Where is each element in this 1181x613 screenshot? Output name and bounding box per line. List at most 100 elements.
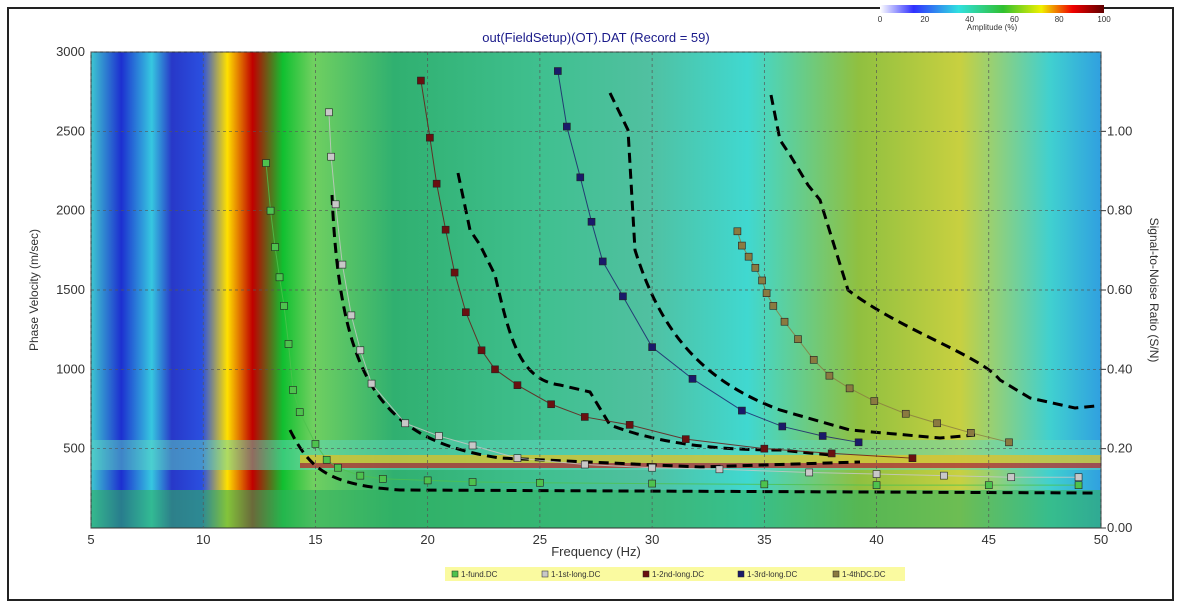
- point: [450, 268, 459, 277]
- colorbar: [880, 5, 1104, 13]
- point: [513, 454, 522, 462]
- legend-label: 1-fund.DC: [461, 570, 498, 579]
- point: [491, 365, 499, 374]
- dashed-curve: [769, 94, 1096, 410]
- point: [825, 371, 834, 380]
- point: [271, 243, 279, 251]
- point: [1005, 438, 1013, 447]
- point: [367, 379, 376, 388]
- point: [619, 292, 627, 301]
- y2-tick-label: 0.20: [1107, 441, 1132, 456]
- point: [311, 440, 320, 448]
- y2-tick-label: 1.00: [1107, 123, 1132, 138]
- y2-axis-label: Signal-to-Noise Ratio (S/N): [1147, 218, 1161, 363]
- colorbar-tick-label: 0: [878, 15, 883, 24]
- point: [580, 460, 589, 469]
- point: [325, 108, 333, 117]
- dashed-curve: [330, 194, 861, 469]
- point: [738, 241, 746, 250]
- legend-label: 1-1st-long.DC: [551, 570, 601, 579]
- colorbar-tick-label: 40: [965, 15, 974, 24]
- point: [347, 311, 356, 320]
- point: [872, 470, 881, 478]
- x-tick-label: 40: [869, 532, 883, 547]
- x-tick-label: 35: [757, 532, 771, 547]
- legend-swatch: [451, 570, 459, 578]
- y-tick-label: 2500: [56, 123, 85, 138]
- frame: [7, 7, 1174, 601]
- point: [322, 455, 331, 464]
- point: [266, 206, 275, 215]
- point: [441, 225, 450, 234]
- point: [280, 302, 288, 310]
- point: [625, 421, 634, 429]
- point: [648, 463, 656, 472]
- point: [468, 478, 477, 486]
- point: [805, 468, 814, 477]
- dashed-curve: [608, 92, 976, 440]
- legend-label: 1-3rd-long.DC: [747, 570, 797, 579]
- y2-tick-label: 0.00: [1107, 520, 1132, 535]
- point: [760, 444, 769, 453]
- point: [331, 200, 340, 209]
- series-line: [420, 80, 913, 459]
- colorbar-tick-label: 80: [1055, 15, 1064, 24]
- band: [91, 490, 1101, 528]
- point: [738, 406, 746, 415]
- point: [468, 441, 477, 450]
- y-tick-label: 1500: [56, 282, 85, 297]
- colorbar-label: Amplitude (%): [967, 23, 1018, 32]
- point: [908, 454, 917, 462]
- colorbar-tick-label: 60: [1010, 15, 1019, 24]
- point: [648, 479, 656, 488]
- point: [827, 449, 836, 458]
- point: [435, 432, 443, 440]
- point: [681, 435, 690, 443]
- point: [758, 276, 766, 285]
- x-tick-label: 45: [982, 532, 996, 547]
- point: [426, 133, 434, 142]
- series-line: [557, 70, 859, 443]
- point: [289, 386, 297, 394]
- point: [378, 475, 387, 483]
- point: [854, 438, 863, 447]
- legend: [445, 567, 905, 581]
- legend-swatch: [832, 570, 840, 578]
- point: [284, 340, 293, 348]
- y2-tick-label: 0.40: [1107, 361, 1132, 376]
- point: [984, 481, 993, 489]
- x-tick-label: 25: [533, 532, 547, 547]
- legend-swatch: [642, 570, 650, 578]
- point: [536, 478, 544, 487]
- y-tick-label: 2000: [56, 203, 85, 218]
- point: [513, 381, 522, 390]
- point: [780, 317, 789, 326]
- point: [845, 384, 854, 393]
- x-tick-label: 10: [196, 532, 210, 547]
- point: [818, 432, 827, 440]
- point: [462, 308, 470, 317]
- dashed-curve: [456, 172, 831, 457]
- y-tick-label: 1000: [56, 361, 85, 376]
- dashed-curves: [288, 92, 1096, 495]
- point: [715, 465, 724, 474]
- legend-swatch: [737, 570, 745, 578]
- point: [778, 422, 787, 431]
- legend-label: 1-2nd-long.DC: [652, 570, 704, 579]
- point: [1007, 473, 1016, 482]
- point: [901, 409, 910, 418]
- band: [300, 455, 1101, 463]
- y-axis-label: Phase Velocity (m/sec): [27, 229, 41, 351]
- point: [762, 289, 771, 297]
- y-tick-label: 3000: [56, 44, 85, 59]
- point: [576, 173, 585, 182]
- point: [338, 260, 347, 269]
- point: [580, 413, 589, 421]
- colorbar-tick-label: 20: [920, 15, 929, 24]
- point: [547, 400, 555, 409]
- point: [262, 159, 270, 167]
- x-tick-label: 5: [87, 532, 94, 547]
- point: [794, 335, 802, 343]
- point: [870, 397, 879, 405]
- point: [648, 343, 656, 351]
